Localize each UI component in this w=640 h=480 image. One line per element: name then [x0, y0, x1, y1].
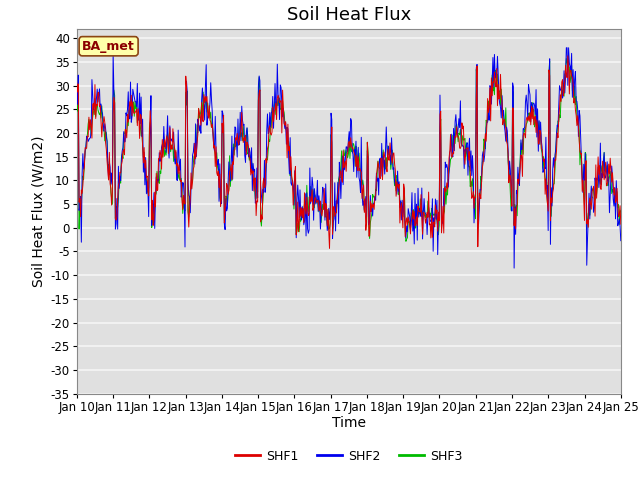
Legend: SHF1, SHF2, SHF3: SHF1, SHF2, SHF3 — [230, 444, 468, 468]
SHF2 — [83, 133, 90, 139]
X-axis label: Time: Time — [332, 416, 366, 431]
SHF1 — [83, 145, 90, 151]
SHF3 — [416, 209, 424, 215]
SHF1 — [431, 202, 439, 208]
SHF1 — [326, 246, 333, 252]
SHF3 — [402, 239, 410, 244]
Line: SHF3: SHF3 — [77, 59, 621, 241]
SHF3 — [617, 207, 625, 213]
Text: BA_met: BA_met — [82, 40, 135, 53]
Y-axis label: Soil Heat Flux (W/m2): Soil Heat Flux (W/m2) — [31, 135, 45, 287]
SHF3 — [139, 144, 147, 149]
SHF3 — [83, 135, 90, 141]
SHF2 — [223, 208, 230, 214]
SHF3 — [73, 102, 81, 108]
SHF3 — [431, 209, 439, 215]
SHF2 — [510, 265, 518, 271]
SHF2 — [139, 116, 147, 122]
SHF1 — [194, 132, 202, 137]
SHF2 — [617, 238, 625, 243]
SHF2 — [563, 45, 570, 50]
SHF1 — [416, 209, 424, 215]
SHF1 — [139, 144, 147, 149]
SHF1 — [223, 180, 230, 186]
Line: SHF2: SHF2 — [77, 48, 621, 268]
Title: Soil Heat Flux: Soil Heat Flux — [287, 6, 411, 24]
SHF1 — [564, 53, 572, 59]
Line: SHF1: SHF1 — [77, 56, 621, 249]
SHF2 — [73, 88, 81, 94]
SHF2 — [415, 214, 422, 220]
SHF1 — [617, 221, 625, 227]
SHF2 — [194, 116, 202, 122]
SHF3 — [194, 130, 202, 135]
SHF1 — [73, 80, 81, 86]
SHF3 — [563, 56, 570, 61]
SHF2 — [431, 221, 438, 227]
SHF3 — [223, 194, 230, 200]
